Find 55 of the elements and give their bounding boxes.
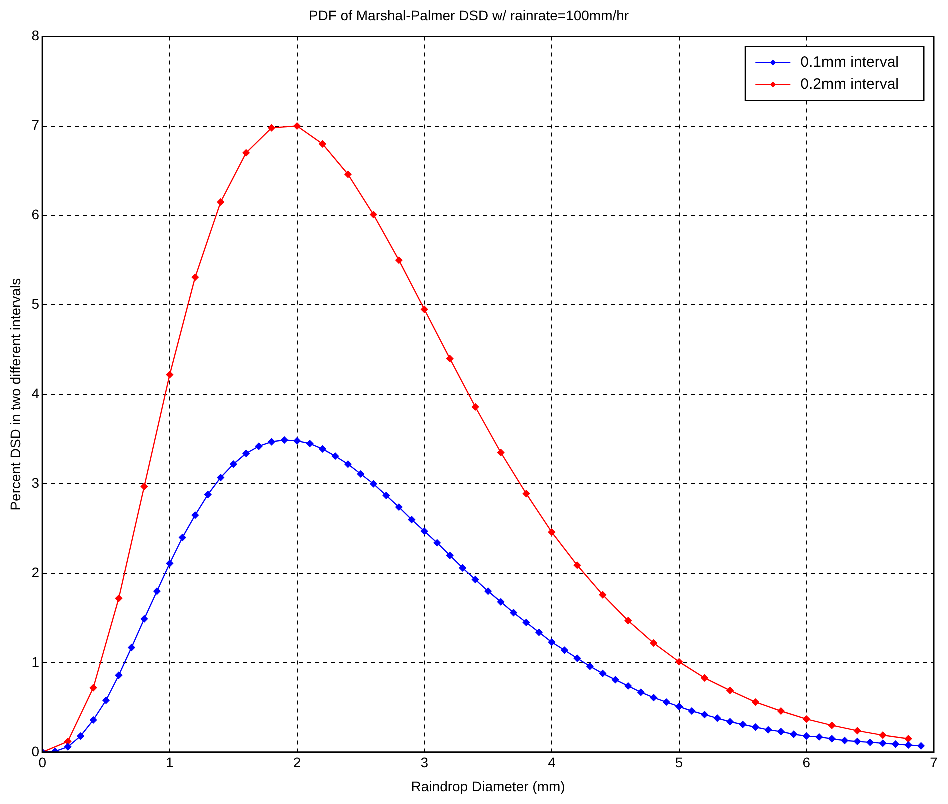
x-tick-label: 3 [420, 754, 429, 771]
point [676, 658, 683, 666]
point [879, 732, 887, 740]
y-tick-label: 8 [32, 28, 40, 44]
point [294, 122, 301, 130]
point [396, 256, 403, 264]
point [446, 355, 454, 362]
y-tick-label: 2 [32, 564, 40, 580]
y-tick-label: 5 [32, 296, 40, 312]
y-tick-label: 1 [32, 654, 40, 670]
x-tick-label: 5 [675, 754, 684, 771]
point [854, 727, 862, 735]
point [319, 140, 326, 148]
x-tick-label: 6 [802, 754, 811, 771]
point [701, 674, 708, 682]
y-tick-label: 3 [32, 474, 40, 491]
point [803, 716, 810, 723]
point [497, 449, 505, 456]
x-tick-label: 1 [166, 754, 174, 771]
y-tick-label: 0 [32, 743, 40, 760]
point [548, 528, 556, 536]
point [115, 594, 123, 602]
point [268, 124, 276, 132]
y-axis-title: Percent DSD in two different intervals [7, 278, 24, 511]
point [140, 483, 148, 490]
point [472, 404, 480, 411]
point [650, 640, 658, 647]
point [64, 738, 72, 746]
point [624, 617, 632, 625]
point [574, 562, 582, 570]
x-axis-title: Raindrop Diameter (mm) [411, 778, 566, 794]
point [217, 198, 224, 206]
legend-label: 0.2mm interval [800, 76, 900, 93]
point [166, 371, 174, 379]
x-tick-label: 4 [548, 754, 556, 771]
legend-label: 0.1mm interval [800, 54, 900, 71]
point [421, 306, 428, 314]
x-tick-label: 2 [293, 754, 302, 771]
chart-title: PDF of Marshal-Palmer DSD w/ rainrate=100mm/hr [308, 7, 630, 24]
y-tick-label: 6 [32, 206, 40, 223]
point [344, 170, 352, 178]
point [242, 149, 250, 157]
point [904, 735, 912, 743]
point [778, 708, 785, 715]
point [370, 211, 378, 218]
point [752, 698, 760, 706]
point [726, 687, 734, 694]
point [192, 274, 199, 282]
point [522, 490, 530, 498]
point [599, 591, 607, 599]
y-tick-label: 4 [32, 385, 40, 402]
y-tick-label: 7 [32, 117, 40, 134]
x-tick-label: 7 [930, 754, 938, 771]
point [828, 722, 836, 730]
point [90, 684, 98, 692]
